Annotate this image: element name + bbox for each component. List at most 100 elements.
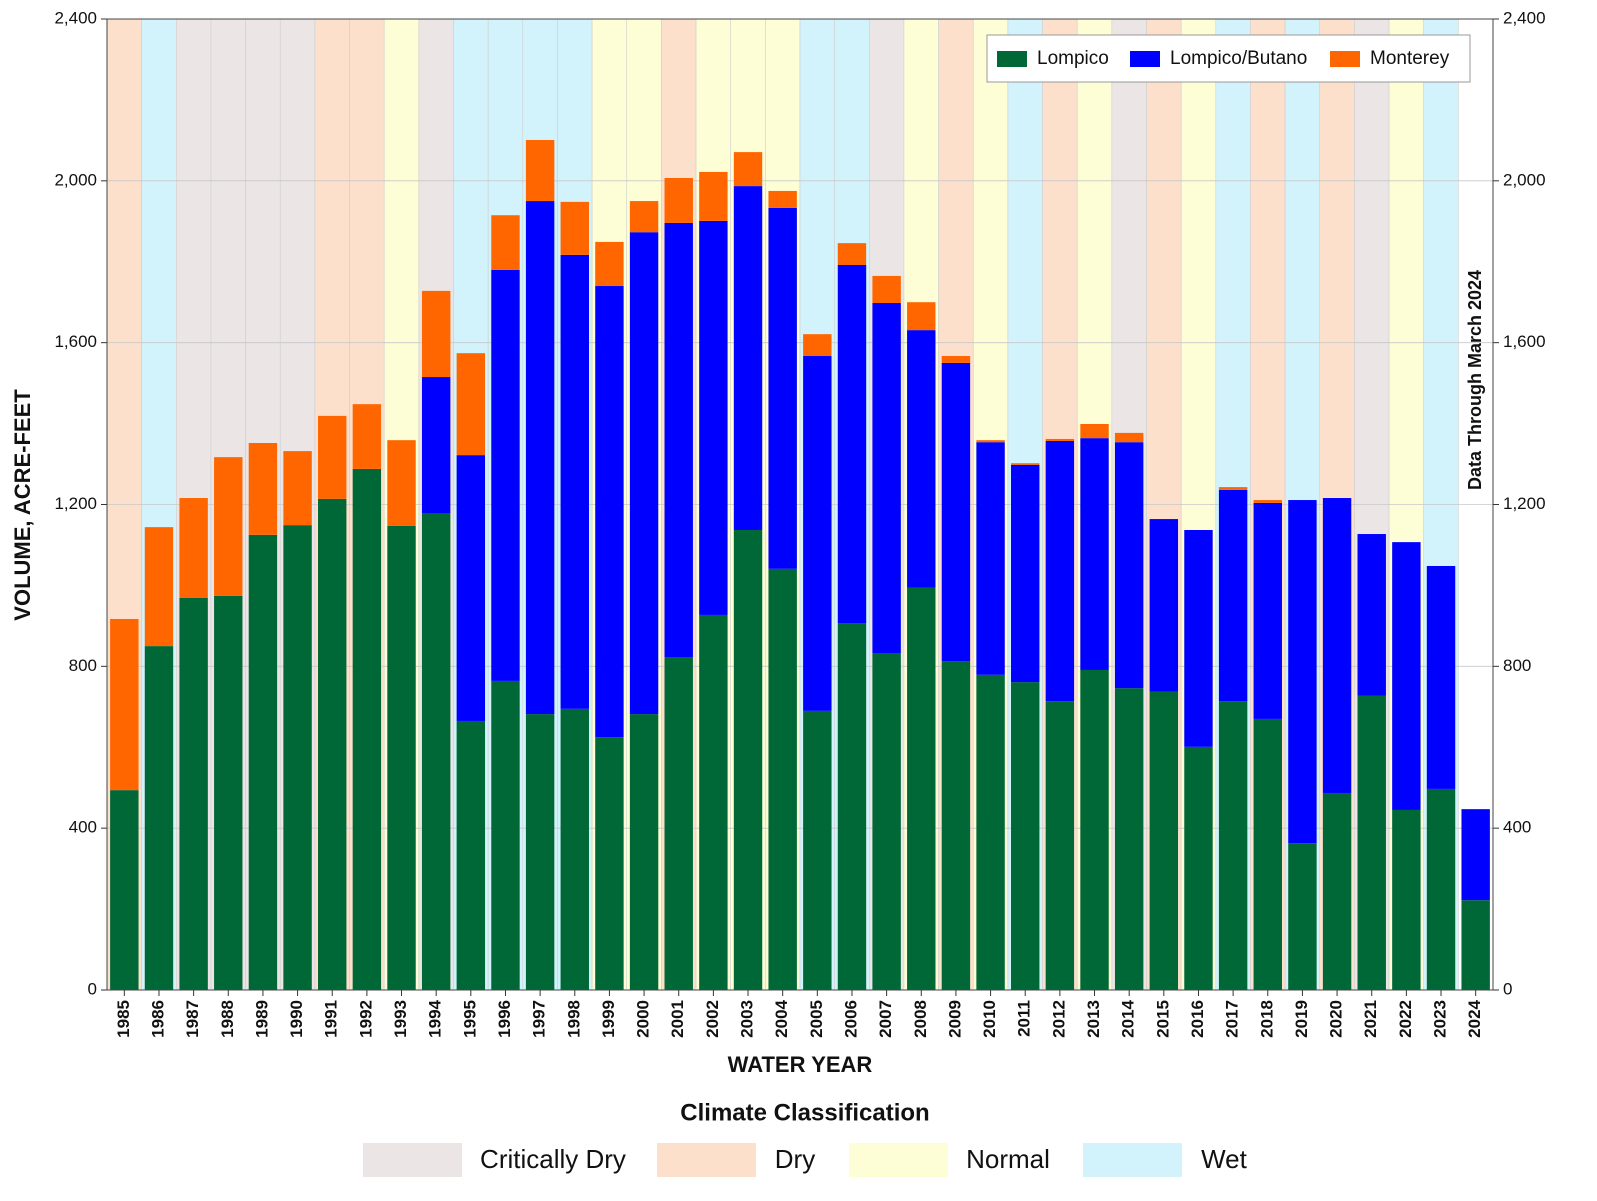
bar-segment [1426, 788, 1456, 990]
x-tick-label: 1991 [322, 1000, 341, 1038]
bar-segment [456, 720, 486, 990]
bar-segment [733, 186, 763, 530]
y-tick-label: 2,000 [54, 170, 97, 189]
climate-label: Normal [966, 1144, 1050, 1174]
bar-segment [699, 171, 728, 221]
y-tick-label: 2,400 [54, 8, 97, 27]
bar-segment [872, 652, 901, 990]
bar-segment [456, 455, 486, 721]
x-tick-label: 2019 [1292, 1000, 1311, 1038]
bar-segment [248, 443, 278, 535]
bar-segment [1045, 438, 1075, 441]
bar-segment [768, 207, 797, 569]
x-tick-label: 2018 [1257, 1000, 1276, 1038]
y-tick-label: 1,600 [54, 332, 97, 351]
legend-swatch [997, 51, 1027, 67]
bar-segment [733, 529, 763, 990]
bar-segment [1114, 442, 1144, 689]
bar-segment [318, 498, 347, 990]
climate-label: Dry [775, 1144, 815, 1174]
bar-segment [733, 152, 763, 187]
legend-label: Monterey [1370, 48, 1450, 69]
bar-segment [595, 241, 624, 287]
y-tick-label: 800 [69, 656, 97, 675]
bar-segment [907, 587, 936, 990]
bar-segment [387, 525, 416, 990]
bar-segment [283, 525, 312, 990]
bar-segment [1461, 900, 1490, 990]
x-tick-label: 2008 [911, 1000, 930, 1038]
bar-segment [1392, 809, 1421, 990]
bar-segment [144, 527, 174, 647]
bar-segment [1184, 746, 1213, 990]
bar-segment [837, 623, 867, 990]
bar-segment [837, 243, 867, 265]
bar-segment [1080, 438, 1109, 670]
climate-swatch [1083, 1143, 1182, 1177]
bar-segment [1045, 440, 1075, 702]
bar-segment [1218, 489, 1248, 702]
climate-label: Critically Dry [480, 1144, 626, 1174]
bar-segment [1357, 695, 1386, 990]
x-tick-label: 1988 [218, 1000, 237, 1038]
bar-segment [179, 597, 208, 990]
bar-segment [110, 790, 139, 990]
x-tick-label: 2017 [1223, 1000, 1242, 1038]
bar-segment [1322, 498, 1352, 793]
climate-swatch [363, 1143, 462, 1177]
bar-segment [1253, 500, 1282, 503]
bar-segment [1011, 463, 1040, 465]
legend-label: Lompico [1037, 48, 1109, 69]
x-tick-label: 1993 [391, 1000, 410, 1038]
x-tick-label: 1999 [599, 1000, 618, 1038]
bar-segment [976, 440, 1005, 443]
climate-swatch [657, 1143, 756, 1177]
y-tick-label: 400 [69, 818, 97, 837]
x-tick-label: 2024 [1465, 999, 1484, 1037]
bar-segment [283, 451, 312, 526]
bar-segment [318, 415, 347, 499]
legend-swatch [1130, 51, 1160, 67]
x-tick-label: 2016 [1188, 1000, 1207, 1038]
x-tick-label: 1989 [252, 1000, 271, 1038]
x-tick-label: 2010 [980, 1000, 999, 1038]
y2-tick-label: 0 [1503, 979, 1512, 998]
climate-swatch [849, 1143, 948, 1177]
bar-segment [1288, 500, 1317, 844]
x-tick-label: 2007 [876, 1000, 895, 1038]
bar-segment [352, 468, 382, 990]
y2-tick-label: 2,400 [1503, 8, 1546, 27]
bar-segment [421, 512, 451, 990]
x-tick-label: 1997 [530, 1000, 549, 1038]
bar-segment [525, 201, 555, 715]
x-tick-label: 1992 [356, 1000, 375, 1038]
y-tick-label: 0 [88, 979, 97, 998]
annotation: Data Through March 2024 [1465, 270, 1485, 490]
bar-segment [837, 264, 867, 624]
bar-segment [1357, 534, 1386, 696]
bar-segment [1288, 843, 1317, 990]
bar-segment [1149, 519, 1179, 692]
x-tick-label: 2014 [1119, 999, 1138, 1037]
bar-segment [1080, 669, 1109, 990]
bar-segment [1011, 682, 1040, 990]
bar-segment [491, 269, 520, 681]
bar-segment [1149, 691, 1179, 990]
x-tick-label: 2012 [1049, 1000, 1068, 1038]
bar-segment [1114, 432, 1144, 443]
x-tick-label: 1996 [495, 1000, 514, 1038]
x-tick-label: 2023 [1431, 1000, 1450, 1038]
bar-segment [1253, 502, 1282, 719]
bar-segment [456, 353, 486, 456]
bar-segment [387, 440, 416, 526]
bar-segment [491, 215, 520, 270]
y2-tick-label: 400 [1503, 818, 1531, 837]
bar-segment [214, 457, 243, 596]
bar-segment [248, 534, 278, 990]
bar-segment [560, 708, 589, 990]
bar-segment [664, 178, 693, 223]
bar-segment [421, 377, 451, 513]
x-tick-label: 2000 [634, 1000, 653, 1038]
y-axis-title: VOLUME, ACRE-FEET [10, 389, 35, 621]
